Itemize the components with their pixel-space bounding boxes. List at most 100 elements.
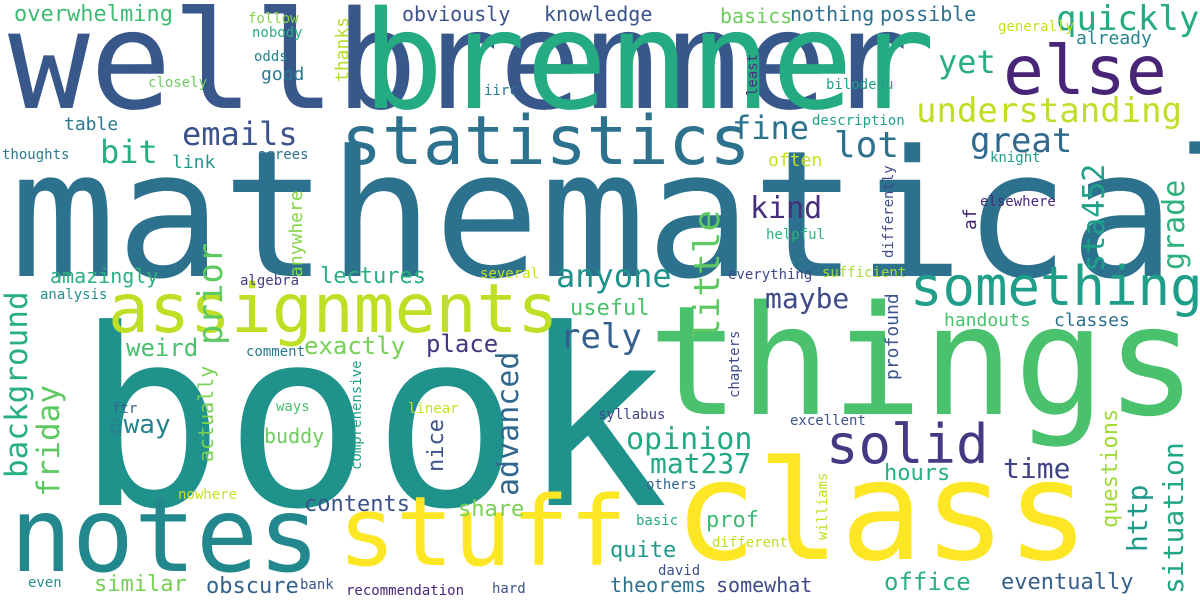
word-book: book xyxy=(76,278,669,564)
word-obviously: obviously xyxy=(402,2,511,26)
word-emails: emails xyxy=(182,115,298,153)
word-ftr: ftr xyxy=(112,401,138,417)
word-knowledge: knowledge xyxy=(544,2,653,26)
word-nowhere: nowhere xyxy=(178,487,238,503)
word-questions: questions xyxy=(1098,408,1123,528)
word-generally: generally xyxy=(998,19,1074,35)
word-hard: hard xyxy=(492,581,526,597)
word-lectures: lectures xyxy=(320,264,426,289)
word-table: table xyxy=(64,114,119,135)
word-nice: nice xyxy=(424,419,449,472)
word-similar: similar xyxy=(94,572,187,597)
word-sufficient: sufficient xyxy=(822,265,907,281)
word-description: description xyxy=(812,113,905,129)
word-background: background xyxy=(0,291,35,478)
word-comprehensive: comprehensive xyxy=(349,360,365,470)
word-hours: hours xyxy=(884,461,951,486)
word-share: share xyxy=(458,497,525,522)
word-class: class xyxy=(674,431,1090,592)
word-weird: weird xyxy=(126,334,199,362)
word-chapters: chapters xyxy=(727,330,743,398)
word-excellent: excellent xyxy=(790,413,866,429)
word-else: else xyxy=(1003,32,1167,111)
word-stuff: stuff xyxy=(338,476,627,588)
word-bit: bit xyxy=(100,133,158,171)
word-david: david xyxy=(658,563,701,579)
word-thanks: thanks xyxy=(332,16,353,82)
word-little: little xyxy=(687,209,728,340)
word-possible: possible xyxy=(880,2,977,26)
word-advanced: advanced xyxy=(491,351,526,497)
word-agrees: agrees xyxy=(258,147,309,163)
word-elsewhere: elsewhere xyxy=(980,194,1056,210)
word-prof: prof xyxy=(706,508,759,533)
word-differently: differently xyxy=(881,165,897,258)
word-recommendation: recommendation xyxy=(346,583,465,599)
word-things: things xyxy=(648,273,1198,450)
word-actually: actually xyxy=(194,365,218,462)
word-yet: yet xyxy=(938,43,996,81)
word-quite: quite xyxy=(610,538,677,563)
word-notes: notes xyxy=(10,476,321,596)
word-understanding: understanding xyxy=(916,91,1183,131)
word-follow: follow xyxy=(248,11,299,27)
word-profound: profound xyxy=(882,293,903,380)
word-knight: knight xyxy=(990,150,1041,166)
word-kind: kind xyxy=(750,191,823,226)
word-prior: prior xyxy=(191,242,231,345)
word-syllabus: syllabus xyxy=(598,407,666,423)
word-iirc: iirc xyxy=(484,83,518,99)
word-anywhere: anywhere xyxy=(286,190,307,277)
word-often: often xyxy=(768,150,823,171)
word-several: several xyxy=(480,266,540,282)
word-least: least xyxy=(745,53,761,96)
word-lot: lot xyxy=(834,125,900,166)
word-amazingly: amazingly xyxy=(50,264,159,288)
word-brenner: brenner xyxy=(362,0,936,141)
word-time: time xyxy=(1003,452,1071,485)
word-opinion: opinion xyxy=(626,422,753,457)
word-solid: solid xyxy=(826,413,989,476)
word-bank: bank xyxy=(300,577,334,593)
word-helpful: helpful xyxy=(766,227,826,243)
word-closely: closely xyxy=(148,75,208,91)
word-great: great xyxy=(970,121,1073,161)
word-buddy: buddy xyxy=(264,424,325,448)
word-different: different xyxy=(712,535,788,551)
word-linear: linear xyxy=(408,401,459,417)
word-algebra: algebra xyxy=(240,273,300,289)
word-ways: ways xyxy=(276,399,310,415)
word-nobody: nobody xyxy=(252,25,303,41)
word-basics: basics xyxy=(720,4,793,28)
word-useful: useful xyxy=(570,296,650,321)
word-theorems: theorems xyxy=(610,573,707,597)
word-overwhelming: overwhelming xyxy=(14,2,173,27)
word-somewhat: somewhat xyxy=(716,573,813,597)
word-away: away xyxy=(108,410,171,440)
word-mathematical: mathematical xyxy=(10,113,1200,318)
word-maybe: maybe xyxy=(765,282,850,315)
word-statistics: statistics xyxy=(341,102,751,181)
word-rely: rely xyxy=(560,317,642,357)
word-obscure: obscure xyxy=(206,574,299,599)
word-friday: friday xyxy=(31,385,67,497)
word-others: others xyxy=(646,477,697,493)
word-odds: odds xyxy=(254,49,288,65)
word-af: af xyxy=(960,208,981,230)
word-something: something xyxy=(910,255,1200,318)
word-handouts: handouts xyxy=(944,310,1031,331)
word-link: link xyxy=(172,152,216,173)
word-grade: grade xyxy=(1157,179,1192,270)
word-basic: basic xyxy=(636,513,679,529)
word-mat237: mat237 xyxy=(650,447,752,480)
word-even: even xyxy=(28,575,62,591)
word-eventually: eventually xyxy=(1001,570,1134,595)
word-everything: everything xyxy=(728,267,813,283)
word-good: good xyxy=(261,64,305,85)
word-assignments: assignments xyxy=(108,270,559,349)
word-already: already xyxy=(1076,28,1152,49)
word-http: http xyxy=(1121,484,1154,552)
word-quickly: quickly xyxy=(1056,0,1200,39)
word-fine: fine xyxy=(732,109,810,147)
